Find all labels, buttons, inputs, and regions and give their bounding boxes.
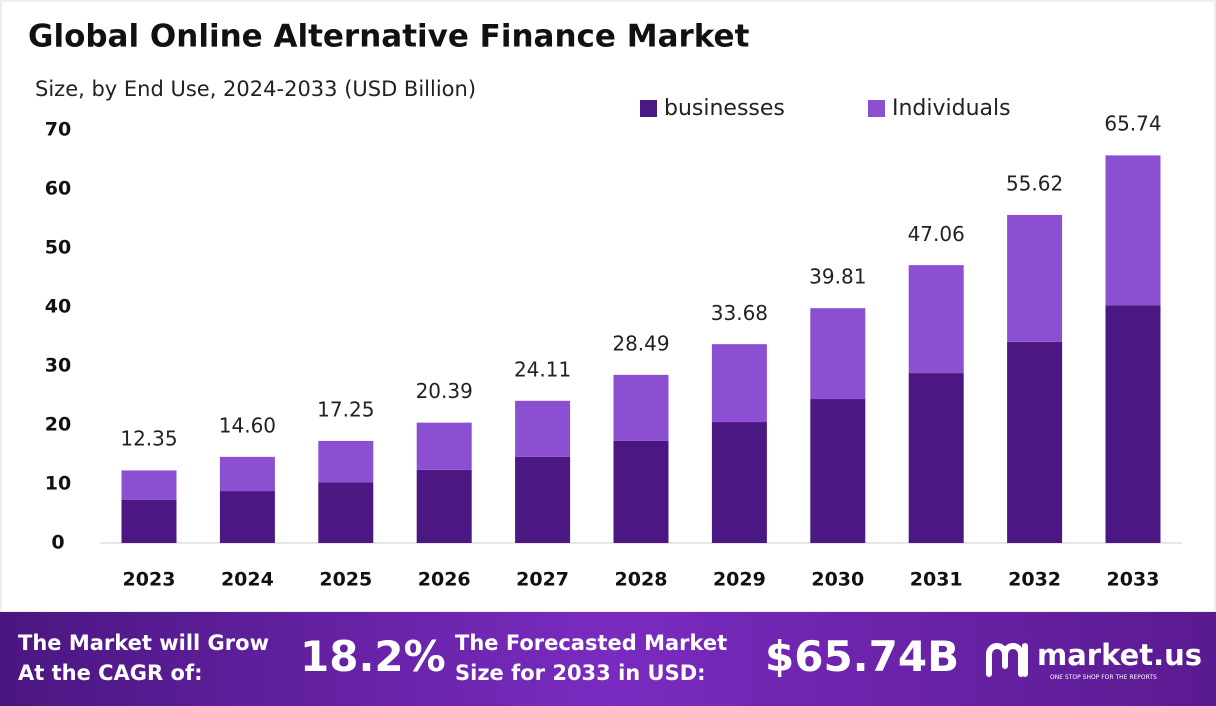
total-label: 28.49	[612, 331, 669, 355]
total-label: 17.25	[317, 398, 374, 422]
x-tick-label: 2026	[418, 569, 471, 591]
chart: Global Online Alternative Finance Market…	[0, 0, 1216, 612]
cagr-label: The Market will Grow At the CAGR of:	[18, 631, 269, 685]
bar-segment	[219, 456, 275, 492]
y-tick-label: 40	[45, 296, 71, 318]
bar-segment	[810, 399, 866, 543]
bar-segment	[416, 422, 472, 470]
bar-segment	[613, 374, 669, 441]
bar-segment	[416, 469, 472, 543]
x-tick-label: 2032	[1008, 569, 1061, 591]
total-label: 65.74	[1104, 112, 1161, 136]
y-tick-label: 20	[45, 414, 71, 436]
x-tick-label: 2023	[123, 569, 176, 591]
legend-swatch	[868, 100, 885, 117]
y-tick-label: 10	[45, 473, 71, 495]
forecast-label: The Forecasted Market Size for 2033 in US…	[455, 631, 728, 685]
bar-segment	[908, 373, 964, 543]
bar-segment	[318, 440, 374, 483]
footer: The Market will Grow At the CAGR of: 18.2…	[0, 612, 1216, 706]
bar-segment	[121, 470, 177, 500]
x-tick-label: 2029	[713, 569, 766, 591]
cagr-value: 18.2%	[300, 632, 446, 681]
legend-label: businesses	[664, 96, 785, 121]
brand: market.us	[1037, 638, 1203, 672]
bar-segment	[613, 440, 669, 543]
bar-segment	[515, 456, 571, 543]
y-tick-label: 30	[45, 355, 71, 377]
x-tick-label: 2027	[516, 569, 569, 591]
bar-segment	[1105, 155, 1161, 306]
chart-border	[0, 0, 1216, 612]
total-label: 20.39	[416, 379, 473, 403]
bar-segment	[711, 344, 767, 423]
y-tick-label: 0	[51, 532, 64, 554]
bar-segment	[711, 422, 767, 543]
y-tick-label: 50	[45, 237, 71, 259]
total-label: 12.35	[120, 427, 177, 451]
x-tick-label: 2031	[910, 569, 963, 591]
legend-label: Individuals	[892, 96, 1011, 121]
bar-segment	[1007, 214, 1063, 342]
total-label: 14.60	[219, 413, 276, 437]
x-tick-label: 2025	[319, 569, 372, 591]
bar-segment	[1105, 305, 1161, 543]
x-tick-label: 2024	[221, 569, 274, 591]
bar-segment	[219, 491, 275, 543]
x-tick-label: 2028	[615, 569, 668, 591]
legend-swatch	[640, 100, 657, 117]
x-tick-label: 2033	[1107, 569, 1160, 591]
x-tick-label: 2030	[811, 569, 864, 591]
chart-subtitle: Size, by End Use, 2024-2033 (USD Billion…	[35, 77, 476, 101]
bar-segment	[1007, 341, 1063, 543]
total-label: 24.11	[514, 357, 571, 381]
brand-logo	[986, 643, 1028, 677]
total-label: 55.62	[1006, 171, 1063, 195]
bar-segment	[121, 499, 177, 543]
tagline: ONE STOP SHOP FOR THE REPORTS	[1050, 674, 1157, 681]
chart-title: Global Online Alternative Finance Market	[28, 19, 750, 55]
bar-segment	[908, 265, 964, 374]
total-label: 39.81	[809, 265, 866, 289]
y-tick-label: 60	[45, 178, 71, 200]
forecast-value: $65.74B	[765, 632, 960, 681]
total-label: 33.68	[711, 301, 768, 325]
bar-segment	[515, 400, 571, 457]
bar-segment	[810, 308, 866, 400]
total-label: 47.06	[908, 222, 965, 246]
y-tick-label: 70	[45, 119, 71, 141]
bar-segment	[318, 482, 374, 543]
